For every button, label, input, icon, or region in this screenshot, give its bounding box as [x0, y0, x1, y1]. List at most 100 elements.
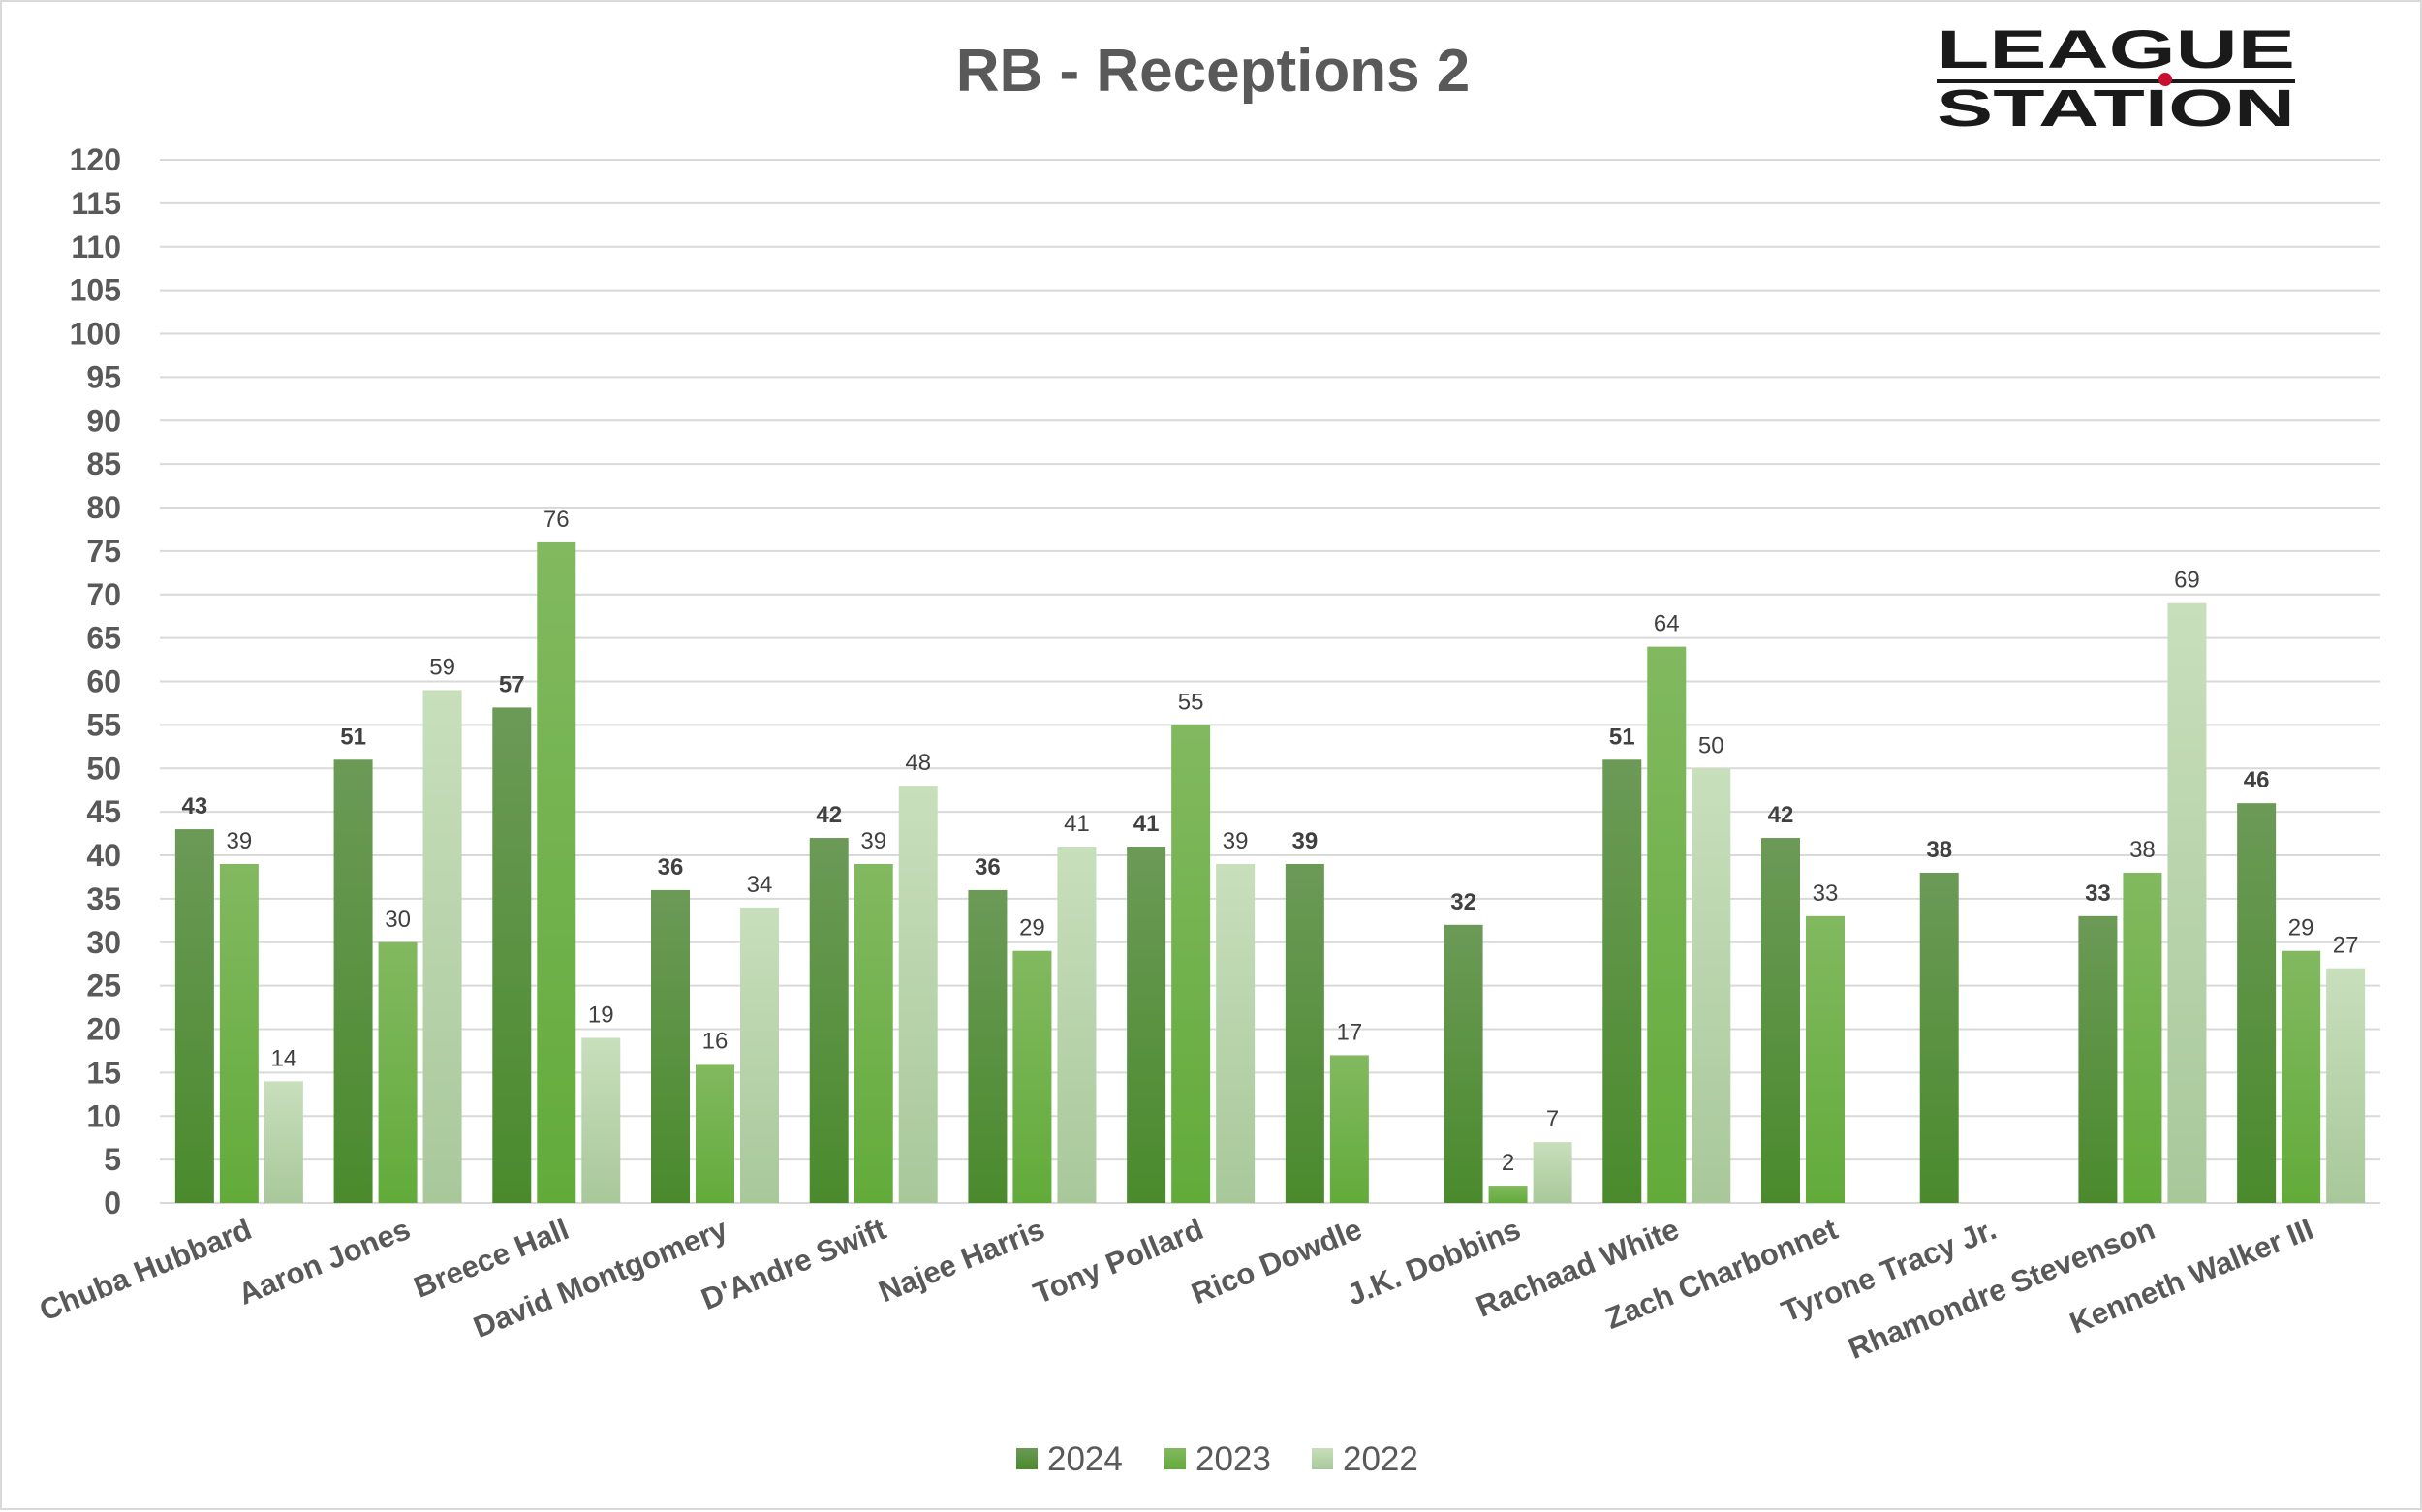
bar-2023: [1806, 915, 1845, 1203]
logo-line2: STATION: [1937, 79, 2295, 138]
legend-swatch-2024: [1016, 1448, 1038, 1469]
data-label-2023: 29: [2288, 915, 2314, 941]
y-tick-label: 85: [86, 447, 121, 481]
data-label-2022: 19: [588, 1002, 614, 1028]
data-label-2023: 16: [702, 1028, 729, 1054]
bar-2024: [1602, 759, 1642, 1203]
data-label-2023: 30: [385, 907, 411, 933]
bar-2024: [651, 889, 690, 1203]
data-label-2024: 39: [1292, 828, 1319, 854]
legend-label-2022: 2022: [1343, 1440, 1418, 1478]
x-tick-label: Rico Dowdle: [1187, 1212, 1367, 1311]
y-tick-label: 65: [86, 621, 121, 656]
bar-2024: [492, 707, 532, 1203]
data-label-2022: 27: [2333, 933, 2359, 959]
data-label-2024: 51: [1609, 724, 1635, 750]
bar-2022: [1692, 768, 1731, 1203]
bar-2023: [1171, 725, 1211, 1203]
data-label-2024: 42: [1768, 802, 1794, 828]
data-label-2024: 36: [658, 854, 684, 880]
bar-2022: [422, 690, 462, 1203]
x-tick-label: Najee Harris: [874, 1212, 1049, 1309]
y-tick-label: 70: [86, 577, 121, 612]
y-tick-label: 60: [86, 664, 121, 699]
bar-2023: [378, 941, 418, 1203]
data-label-2022: 34: [747, 872, 773, 898]
data-label-2024: 36: [975, 854, 1001, 880]
bar-2022: [1057, 847, 1097, 1203]
data-label-2023: 76: [543, 507, 570, 533]
y-tick-label: 105: [70, 273, 121, 308]
bar-2024: [2237, 803, 2277, 1203]
y-tick-label: 15: [86, 1055, 121, 1090]
data-label-2024: 42: [816, 802, 842, 828]
data-label-2024: 41: [1133, 811, 1160, 837]
data-label-2023: 38: [2129, 837, 2156, 863]
data-label-2023: 2: [1502, 1150, 1514, 1176]
x-tick-label: Aaron Jones: [233, 1212, 415, 1311]
data-label-2023: 33: [1813, 880, 1839, 907]
y-tick-label: 35: [86, 881, 121, 916]
data-label-2022: 50: [1698, 732, 1724, 758]
data-label-2022: 48: [905, 750, 931, 776]
bar-2024: [1761, 838, 1800, 1203]
bar-2023: [1647, 646, 1687, 1203]
y-tick-label: 20: [86, 1012, 121, 1047]
legend-swatch-2022: [1312, 1448, 1333, 1469]
y-tick-label: 80: [86, 490, 121, 525]
bar-2024: [809, 838, 849, 1203]
bar-2022: [264, 1081, 303, 1203]
data-label-2023: 39: [860, 828, 886, 854]
bar-2023: [2123, 872, 2162, 1203]
bar-2024: [174, 829, 214, 1203]
data-label-2024: 33: [2085, 880, 2111, 907]
y-tick-label: 30: [86, 925, 121, 960]
bar-2024: [2078, 915, 2118, 1203]
data-label-2022: 39: [1223, 828, 1249, 854]
data-label-2022: 59: [429, 654, 455, 680]
bar-2024: [968, 889, 1008, 1203]
bar-2023: [2282, 950, 2321, 1203]
y-tick-label: 45: [86, 794, 121, 829]
y-tick-label: 100: [70, 317, 121, 352]
data-label-2022: 14: [271, 1045, 297, 1071]
y-tick-label: 0: [104, 1186, 121, 1220]
bar-2023: [696, 1064, 734, 1203]
y-tick-label: 25: [86, 969, 121, 1003]
y-tick-label: 55: [86, 707, 121, 742]
x-tick-label: Tony Pollard: [1029, 1212, 1208, 1311]
data-label-2023: 64: [1654, 611, 1680, 637]
y-tick-label: 110: [71, 230, 121, 264]
bar-2022: [2167, 602, 2207, 1203]
y-tick-label: 95: [86, 359, 121, 394]
bar-2024: [333, 759, 373, 1203]
data-label-2023: 17: [1337, 1019, 1363, 1045]
data-label-2024: 32: [1450, 889, 1476, 915]
bars: [174, 541, 2366, 1203]
bar-2024: [1444, 924, 1483, 1203]
bar-2024: [1919, 872, 1959, 1203]
data-label-2022: 7: [1546, 1106, 1559, 1132]
bar-2023: [537, 541, 576, 1203]
bar-2022: [740, 907, 779, 1203]
x-tick-label: David Montgomery: [469, 1212, 733, 1344]
y-tick-label: 75: [86, 534, 121, 569]
y-tick-label: 10: [86, 1098, 121, 1133]
data-label-2024: 51: [340, 724, 366, 750]
y-tick-label: 40: [86, 838, 121, 873]
x-tick-label: Rhamondre Stevenson: [1844, 1212, 2159, 1366]
data-label-2023: 55: [1178, 689, 1204, 715]
logo-divider: [1937, 79, 2295, 83]
bar-2022: [2326, 968, 2366, 1203]
logo-dot: [2158, 73, 2172, 86]
chart-title: RB - Receptions 2: [956, 38, 1471, 105]
bar-2022: [1533, 1142, 1572, 1203]
logo-line1: LEAGUE: [1937, 18, 2295, 79]
bar-2024: [1285, 863, 1324, 1203]
data-label-2022: 69: [2174, 568, 2200, 594]
legend-label-2024: 2024: [1047, 1440, 1123, 1478]
legend-swatch-2023: [1164, 1448, 1186, 1469]
bar-2022: [1216, 863, 1256, 1203]
